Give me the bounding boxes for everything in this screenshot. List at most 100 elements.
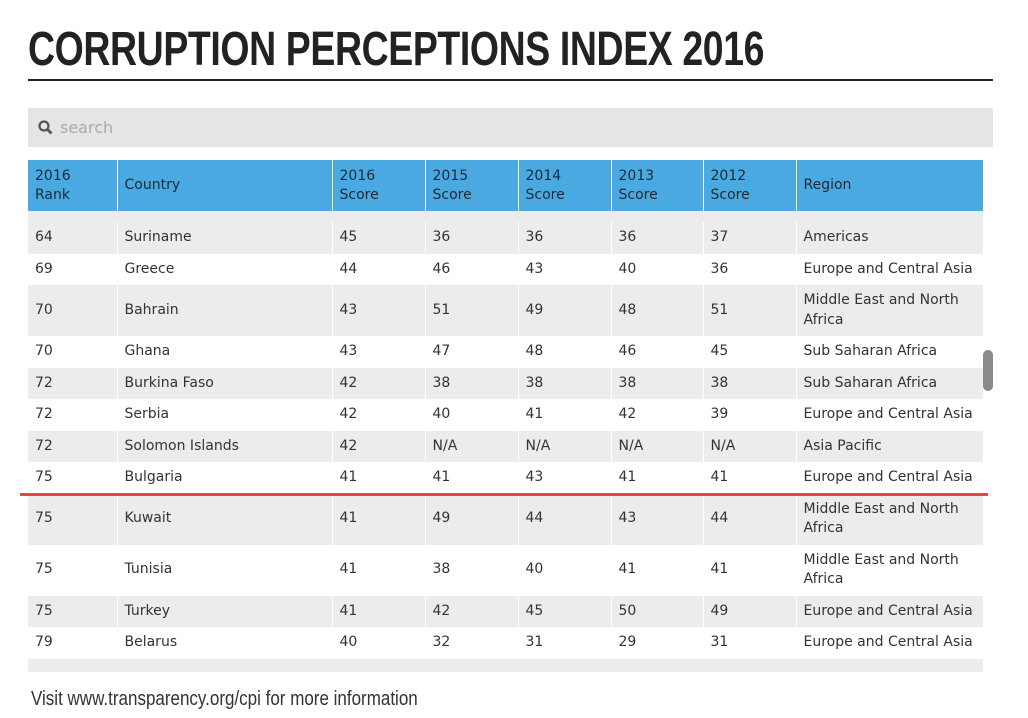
table-cell: 45: [702, 336, 796, 368]
table-cell: 51: [702, 285, 796, 336]
table-cell: 79: [28, 627, 117, 659]
table-row: 72 Burkina Faso 42 38 38 38 38 Sub Saharan Afri…: [28, 367, 983, 399]
column-header: 2013 Score: [610, 160, 703, 211]
table-cell: 36: [610, 222, 703, 254]
table-cell: Europe and Central Asia: [795, 253, 983, 285]
header-row: 2016 Rank Country 2016 Score 2015 Score 2014…: [28, 160, 983, 211]
table-cell: 41: [331, 595, 425, 627]
table-cell: 42: [331, 367, 425, 399]
scrollbar[interactable]: [983, 350, 993, 391]
table-cell: Burkina Faso: [116, 367, 332, 399]
header-text: 2016 Rank: [35, 167, 71, 203]
table-cell: 43: [331, 285, 425, 336]
column-header: 2016 Score: [331, 160, 425, 211]
search-icon: [38, 120, 53, 135]
table-cell: 69: [28, 253, 117, 285]
table-cell: 31: [517, 627, 611, 659]
table-cell: 75: [28, 493, 117, 545]
table-cell: 45: [331, 222, 425, 254]
table-cell: 46: [424, 253, 518, 285]
data-table: 2016 Rank Country 2016 Score 2015 Score 2014…: [28, 160, 983, 659]
table-cell: Bulgaria: [116, 462, 332, 494]
header-text: 2012 Score: [710, 167, 750, 203]
table-cell: 46: [610, 336, 703, 368]
table-cell: 42: [331, 430, 425, 462]
table-cell: Middle East and North Africa: [795, 493, 983, 545]
table-row: 75 Kuwait 41 49 44 43 44 Middle East and North …: [28, 493, 983, 545]
header-text: Region: [803, 177, 852, 193]
table-row: 75 Tunisia 41 38 40 41 41 Middle East and North…: [28, 544, 983, 596]
page-title: CORRUPTION PERCEPTIONS INDEX 2016: [28, 23, 765, 76]
table-row: 79 Belarus 40 32 31 29 31 Europe and Central As…: [28, 627, 983, 659]
table-cell: Asia Pacific: [795, 430, 983, 462]
table-cell: 45: [517, 595, 611, 627]
table-cell: 43: [331, 336, 425, 368]
column-header: Region: [795, 160, 983, 211]
column-header: 2014 Score: [517, 160, 611, 211]
table-cell: Solomon Islands: [116, 430, 332, 462]
table-cell: N/A: [424, 430, 518, 462]
title-rule: [28, 79, 993, 81]
table-cell: 42: [331, 399, 425, 431]
table-cell: 38: [424, 544, 518, 596]
table-cell: 38: [702, 367, 796, 399]
table-cell: Europe and Central Asia: [795, 399, 983, 431]
table-cell: 75: [28, 462, 117, 494]
header-text: Country: [124, 177, 181, 193]
table-cell: 75: [28, 544, 117, 596]
table-row: 75 Turkey 41 42 45 50 49 Europe and Central Asi…: [28, 595, 983, 627]
table-cell: Serbia: [116, 399, 332, 431]
table-row: 69 Greece 44 46 43 40 36 Europe and Central Asi…: [28, 253, 983, 285]
table-cell: Europe and Central Asia: [795, 595, 983, 627]
table-cell: 44: [702, 493, 796, 545]
highlight-line: [20, 493, 988, 496]
table-container: 2016 Rank Country 2016 Score 2015 Score 2014…: [28, 160, 983, 672]
table-cell: Greece: [116, 253, 332, 285]
footer-note: Visit www.transparency.org/cpi for more …: [31, 688, 418, 710]
table-cell: 41: [517, 399, 611, 431]
table-cell: 36: [702, 253, 796, 285]
table-cell: 43: [610, 493, 703, 545]
table-cell: 31: [702, 627, 796, 659]
header-text: 2014 Score: [525, 167, 565, 203]
table-cell: 41: [331, 493, 425, 545]
table-cell: 39: [702, 399, 796, 431]
table-cell: 64: [28, 222, 117, 254]
table-cell: 75: [28, 595, 117, 627]
table-cell: 41: [702, 544, 796, 596]
table-cell: 36: [517, 222, 611, 254]
table-cell: 50: [610, 595, 703, 627]
header-text: 2015 Score: [432, 167, 472, 203]
table-cell: 48: [610, 285, 703, 336]
column-header: 2015 Score: [424, 160, 518, 211]
table-cell: Middle East and North Africa: [795, 544, 983, 596]
column-header: Country: [116, 160, 332, 211]
table-cell: 32: [424, 627, 518, 659]
table-cell: Kuwait: [116, 493, 332, 545]
table-cell: 41: [331, 544, 425, 596]
table-cell: 49: [517, 285, 611, 336]
table-cell: 42: [424, 595, 518, 627]
table-cell: 51: [424, 285, 518, 336]
column-header: 2012 Score: [702, 160, 796, 211]
table-cell: 41: [702, 462, 796, 494]
table-cell: 41: [424, 462, 518, 494]
search-placeholder: search: [60, 118, 114, 137]
table-cell: 38: [610, 367, 703, 399]
table-cell: 36: [424, 222, 518, 254]
table-cell: N/A: [702, 430, 796, 462]
search-box[interactable]: search: [28, 108, 993, 147]
table-cell: 41: [610, 544, 703, 596]
table-cell: 40: [331, 627, 425, 659]
table-cell: Bahrain: [116, 285, 332, 336]
table-cell: 43: [517, 462, 611, 494]
table-cell: 41: [610, 462, 703, 494]
partial-row: [28, 211, 983, 222]
table-cell: Suriname: [116, 222, 332, 254]
table-cell: Middle East and North Africa: [795, 285, 983, 336]
table-cell: 40: [517, 544, 611, 596]
table-cell: Belarus: [116, 627, 332, 659]
table-cell: 70: [28, 285, 117, 336]
table-cell: 49: [702, 595, 796, 627]
